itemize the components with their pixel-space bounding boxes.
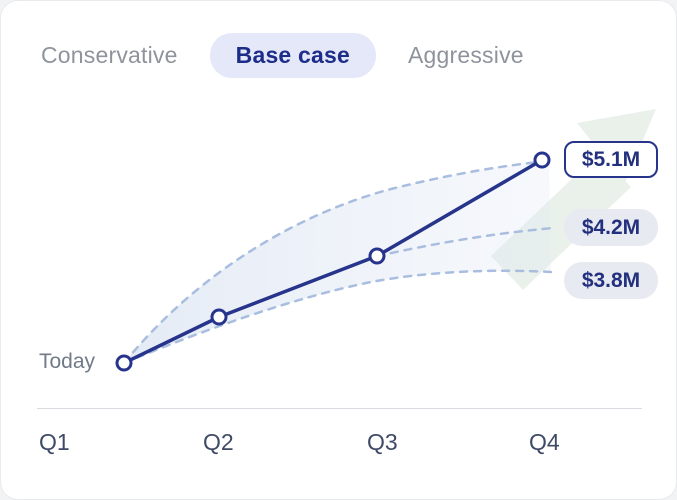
tab-conservative[interactable]: Conservative (39, 33, 180, 78)
value-badge-mid[interactable]: $4.2M (564, 209, 658, 246)
tab-base-case[interactable]: Base case (209, 33, 376, 78)
mid-dashed-line (375, 226, 555, 258)
x-axis-label-q4: Q4 (529, 429, 560, 455)
base-case-line (123, 158, 543, 365)
today-label: Today (39, 350, 96, 373)
x-axis-label-q2: Q2 (203, 429, 234, 455)
x-axis-label-q1: Q1 (39, 429, 70, 455)
value-badge-base-case[interactable]: $5.1M (564, 141, 658, 178)
value-badge-low[interactable]: $3.8M (564, 262, 658, 299)
chart-point-marker (533, 151, 551, 169)
chart-point-marker (368, 247, 386, 265)
lower-dashed-line (122, 269, 553, 365)
tab-aggressive[interactable]: Aggressive (406, 33, 526, 78)
upper-dashed-line (122, 159, 551, 365)
chart-point-marker (115, 354, 133, 372)
x-axis-line (37, 408, 642, 409)
base-case-markers (115, 151, 551, 372)
chart-point-marker (210, 308, 228, 326)
x-axis-label-q3: Q3 (367, 429, 398, 455)
scenario-tabs: Conservative Base case Aggressive (39, 33, 526, 78)
